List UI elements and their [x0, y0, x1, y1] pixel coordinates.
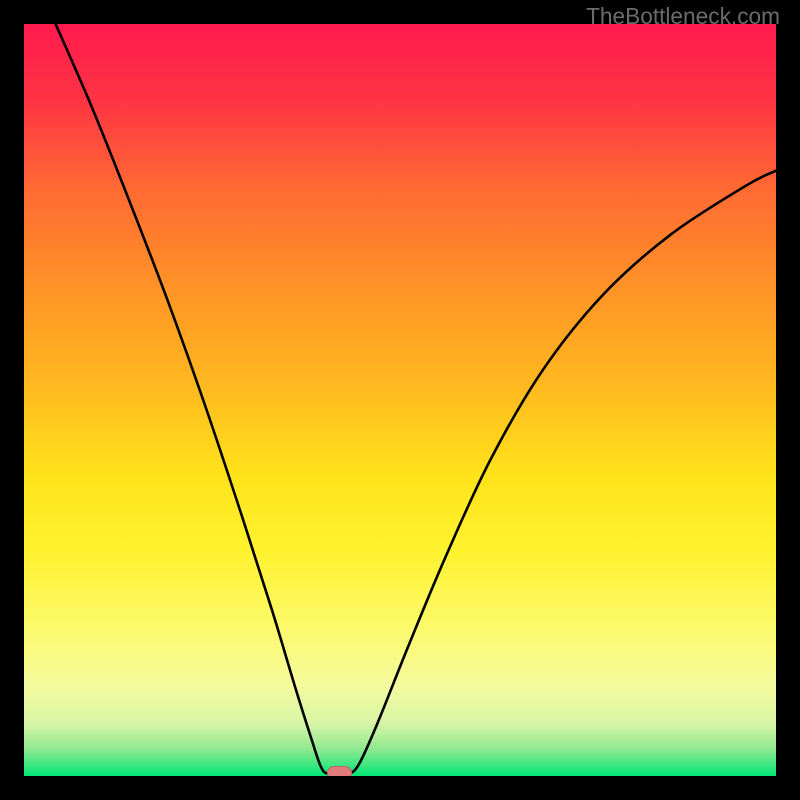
chart-frame: [0, 0, 800, 800]
optimum-marker: [327, 766, 352, 776]
bottleneck-curve: [24, 24, 776, 776]
plot-area: [24, 24, 776, 776]
